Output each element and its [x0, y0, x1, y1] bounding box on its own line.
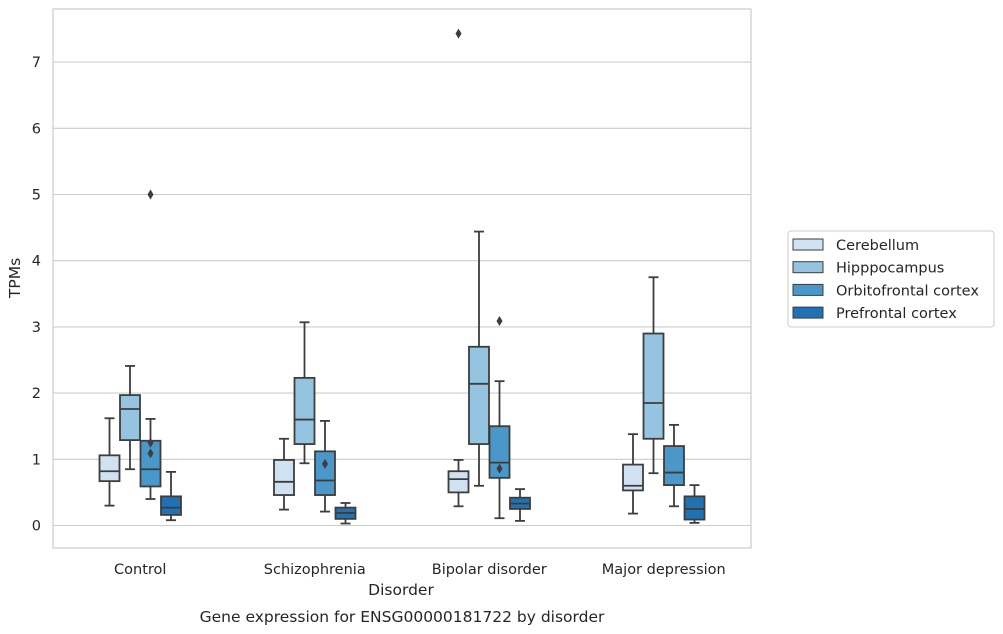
legend-label: Prefrontal cortex: [836, 306, 957, 322]
box-body: [642, 332, 665, 440]
x-tick-label: Schizophrenia: [264, 562, 366, 578]
y-tick-label: 7: [32, 55, 41, 71]
legend-frame: [787, 230, 995, 328]
gridlines: [53, 61, 751, 527]
box-body: [468, 345, 490, 445]
box-cerebellum: [622, 433, 644, 515]
outlier-marker: [147, 448, 154, 459]
box-body: [98, 454, 121, 483]
outlier-marker: [496, 463, 503, 474]
legend-swatch: [792, 238, 824, 251]
box-orbitofrontal-cortex: [139, 189, 162, 500]
legend-label: Cerebellum: [836, 238, 919, 254]
box-prefrontal-cortex: [334, 502, 357, 525]
legend-swatch: [792, 283, 824, 296]
plot-frame: [52, 8, 752, 549]
chart-caption: Gene expression for ENSG00000181722 by d…: [200, 608, 605, 626]
box-body: [273, 459, 295, 496]
box-prefrontal-cortex: [160, 470, 182, 522]
box-body: [119, 394, 141, 442]
box-cerebellum: [447, 28, 470, 508]
y-tick-labels: 0 1 2 3 4 5 6 7: [32, 55, 41, 534]
legend: Cerebellum Hipppocampus Orbitofrontal cort…: [787, 230, 995, 328]
box-body: [663, 445, 685, 487]
x-tick-labels: Control Schizophrenia Bipolar disorder Majo…: [114, 562, 726, 578]
outlier-marker: [322, 458, 328, 469]
y-tick-label: 4: [32, 254, 41, 270]
box-body: [683, 495, 706, 521]
box-body: [314, 450, 336, 496]
box-hipppocampus: [293, 321, 316, 465]
box-body: [447, 470, 470, 494]
y-tick-label: 0: [32, 519, 41, 535]
legend-swatch: [792, 261, 824, 274]
box-prefrontal-cortex: [509, 488, 531, 522]
outlier-marker: [496, 315, 503, 326]
x-tick-label: Major depression: [602, 562, 726, 578]
box-hipppocampus: [468, 230, 490, 487]
legend-label: Hipppocampus: [836, 261, 944, 277]
box-prefrontal-cortex: [683, 484, 706, 524]
box-cerebellum: [273, 437, 295, 511]
x-axis-title: Disorder: [368, 581, 434, 599]
box-body: [488, 425, 511, 479]
y-tick-label: 1: [32, 452, 41, 468]
outlier-marker: [147, 437, 154, 448]
box-body: [622, 463, 644, 492]
box-orbitofrontal-cortex: [488, 315, 511, 520]
outlier-marker: [147, 189, 154, 200]
x-tick-label: Bipolar disorder: [432, 562, 547, 578]
boxes: [98, 28, 706, 525]
box-orbitofrontal-cortex: [663, 423, 685, 508]
outlier-marker: [455, 28, 462, 39]
y-tick-label: 3: [32, 320, 41, 336]
box-hipppocampus: [119, 365, 141, 471]
box-body: [293, 376, 316, 445]
x-tick-label: Control: [114, 562, 166, 578]
y-tick-label: 6: [32, 121, 41, 137]
legend-swatch: [792, 306, 824, 319]
box-hipppocampus: [642, 276, 665, 475]
box-body: [160, 495, 182, 516]
y-tick-label: 5: [32, 188, 41, 204]
y-axis-title: TPMs: [6, 258, 24, 299]
y-tick-label: 2: [32, 386, 41, 402]
box-orbitofrontal-cortex: [314, 420, 336, 513]
legend-label: Orbitofrontal cortex: [836, 283, 979, 299]
box-cerebellum: [98, 417, 121, 507]
